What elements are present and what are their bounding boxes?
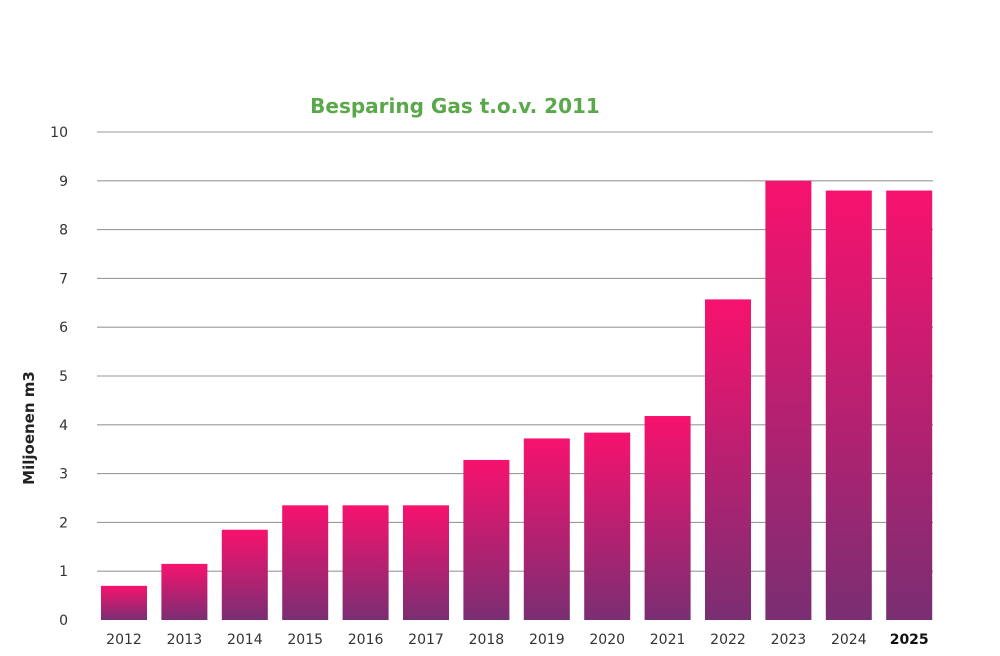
y-tick-label: 5	[59, 369, 68, 385]
y-tick-label: 7	[59, 271, 68, 287]
y-tick-label: 6	[59, 320, 68, 336]
x-tick-label-2019: 2019	[529, 632, 565, 648]
bar-2012	[101, 585, 147, 620]
x-axis-ticks: 2012 2013 2014 2015 2016 2017 2018 2019 2020 2021…	[106, 632, 929, 648]
bars	[101, 180, 933, 621]
y-tick-label: 0	[59, 613, 68, 629]
bar-2025	[886, 190, 933, 620]
chart-title: Besparing Gas t.o.v. 2011	[310, 94, 600, 118]
bar-2018	[463, 459, 510, 620]
bar-2021	[644, 416, 691, 620]
bar-2020	[584, 432, 631, 620]
bar-2014	[221, 529, 268, 620]
x-tick-label-2021: 2021	[650, 632, 686, 648]
y-tick-label: 10	[50, 125, 68, 141]
x-tick-label-2014: 2014	[227, 632, 263, 648]
x-tick-label-2016: 2016	[348, 632, 384, 648]
x-tick-label-2018: 2018	[469, 632, 505, 648]
y-tick-label: 9	[59, 174, 68, 190]
bar-2015	[282, 505, 329, 620]
bar-2019	[523, 438, 570, 620]
x-tick-label-2012: 2012	[106, 632, 142, 648]
y-axis-ticks: 0 1 2 3 4 5 6 7 8 9 10	[50, 125, 68, 629]
grid-lines	[97, 131, 933, 572]
bar-2017	[403, 505, 449, 620]
x-tick-label-2017: 2017	[408, 632, 444, 648]
y-tick-label: 1	[59, 564, 68, 580]
bar-2013	[161, 563, 208, 620]
y-tick-label: 3	[59, 467, 68, 483]
y-tick-label: 8	[59, 223, 68, 239]
bar-2016	[342, 505, 389, 620]
y-tick-label: 4	[59, 418, 68, 434]
y-tick-label: 2	[59, 515, 68, 531]
x-tick-label-2013: 2013	[167, 632, 203, 648]
y-axis-label: Miljoenen m3	[20, 371, 38, 485]
bar-2022	[705, 299, 751, 620]
x-tick-label-2020: 2020	[589, 632, 625, 648]
x-tick-label-2023: 2023	[771, 632, 807, 648]
x-tick-label-2024: 2024	[831, 632, 867, 648]
x-tick-label-2022: 2022	[710, 632, 746, 648]
x-tick-label-2015: 2015	[287, 632, 323, 648]
bar-2023	[765, 180, 812, 621]
bar-2024	[825, 190, 872, 620]
x-tick-label-2025: 2025	[890, 632, 929, 648]
